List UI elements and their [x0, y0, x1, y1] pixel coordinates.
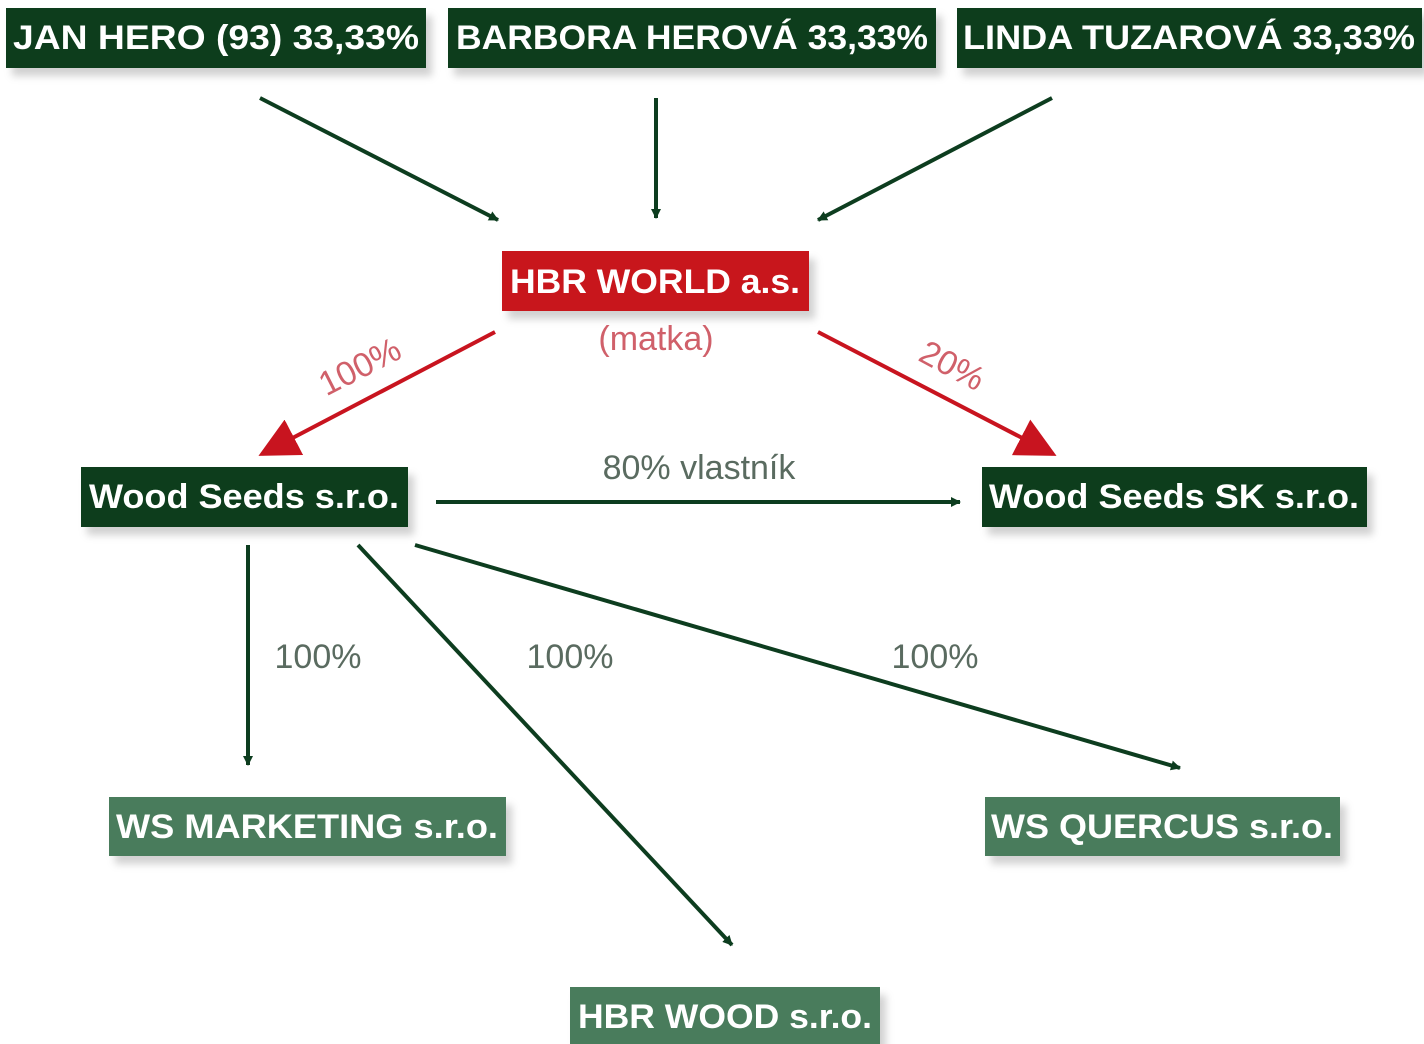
- node-note: (matka): [598, 320, 713, 358]
- node: Wood Seeds SK s.r.o.: [982, 467, 1367, 527]
- node-label: JAN HERO (93) 33,33%: [13, 19, 419, 57]
- node: JAN HERO (93) 33,33%: [6, 8, 426, 68]
- node: HBR WOOD s.r.o.: [570, 987, 880, 1044]
- node-label: Wood Seeds SK s.r.o.: [989, 478, 1359, 516]
- node: LINDA TUZAROVÁ 33,33%: [957, 8, 1422, 68]
- arrow: [817, 330, 1057, 456]
- node: WS QUERCUS s.r.o.: [985, 797, 1340, 856]
- edge-label: 80% vlastník: [603, 449, 797, 487]
- edge-label: 100%: [275, 638, 362, 676]
- edge-label: 100%: [313, 330, 408, 403]
- arrow: [356, 543, 734, 947]
- node: BARBORA HEROVÁ 33,33%: [448, 8, 936, 68]
- arrow: [414, 543, 1181, 771]
- node-label: HBR WORLD a.s.: [510, 263, 800, 301]
- arrow: [817, 96, 1053, 222]
- edge-label: 100%: [527, 638, 614, 676]
- arrows: [243, 96, 1181, 947]
- node-label: WS MARKETING s.r.o.: [116, 808, 498, 846]
- node-label: LINDA TUZAROVÁ 33,33%: [963, 19, 1415, 57]
- node-label: Wood Seeds s.r.o.: [89, 478, 399, 516]
- edge-label: 100%: [892, 638, 979, 676]
- node-label: WS QUERCUS s.r.o.: [991, 808, 1333, 846]
- node: WS MARKETING s.r.o.: [109, 797, 506, 856]
- arrow: [259, 96, 499, 222]
- node: HBR WORLD a.s.: [502, 251, 809, 311]
- arrow: [258, 330, 496, 456]
- node-label: BARBORA HEROVÁ 33,33%: [456, 19, 928, 57]
- node-label: HBR WOOD s.r.o.: [578, 998, 872, 1036]
- node: Wood Seeds s.r.o.: [81, 467, 408, 527]
